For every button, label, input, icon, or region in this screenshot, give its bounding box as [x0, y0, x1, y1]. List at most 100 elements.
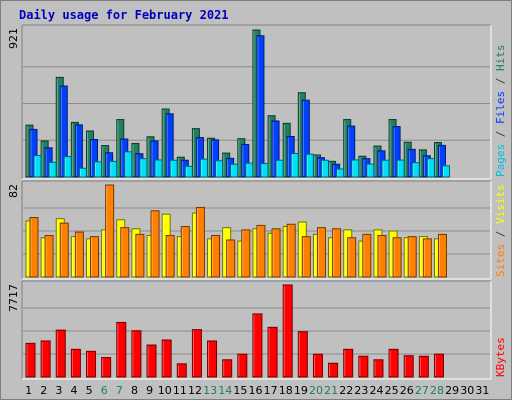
- bar-kbytes-day-6: [101, 357, 112, 378]
- legend-entry: KBytes: [494, 337, 507, 377]
- bar-sites-day-4: [74, 231, 84, 278]
- bar-sites-day-8: [135, 233, 145, 278]
- bar-kbytes-day-19: [297, 331, 308, 378]
- bar-pages-day-7: [124, 151, 133, 178]
- bar-sites-day-20: [316, 227, 326, 278]
- bar-pages-day-23: [366, 163, 375, 178]
- bar-pages-day-5: [94, 161, 103, 178]
- chart-title: Daily usage for February 2021: [19, 8, 229, 22]
- bar-kbytes-day-9: [146, 344, 157, 378]
- day-tick-8: 8: [131, 384, 138, 397]
- bar-sites-day-23: [362, 233, 372, 278]
- day-tick-15: 15: [233, 384, 247, 397]
- day-tick-6: 6: [101, 384, 108, 397]
- day-tick-23: 23: [354, 384, 368, 397]
- bar-sites-day-3: [59, 222, 69, 278]
- panel-kbytes-max-label: 7717: [7, 284, 20, 312]
- bar-kbytes-day-24: [373, 359, 384, 378]
- day-tick-14: 14: [218, 384, 232, 397]
- bar-sites-day-7: [120, 227, 130, 278]
- bar-sites-day-24: [377, 234, 387, 278]
- bar-sites-day-25: [392, 237, 402, 278]
- bar-kbytes-day-15: [237, 353, 248, 378]
- legend-entry: Files: [494, 91, 507, 124]
- panel-visits-sites-legend: Sites / Visits: [494, 184, 507, 277]
- bar-pages-day-6: [109, 160, 118, 178]
- bar-pages-day-8: [139, 158, 148, 178]
- bar-pages-day-9: [154, 159, 163, 178]
- day-tick-19: 19: [294, 384, 308, 397]
- legend-entry: /: [494, 124, 507, 144]
- day-tick-30: 30: [460, 384, 474, 397]
- legend-entry: /: [494, 224, 507, 244]
- day-tick-2: 2: [40, 384, 47, 397]
- bar-kbytes-day-18: [282, 284, 293, 378]
- day-tick-7: 7: [116, 384, 123, 397]
- bar-kbytes-day-14: [222, 359, 233, 378]
- day-tick-18: 18: [279, 384, 293, 397]
- bar-pages-day-1: [33, 154, 42, 178]
- bar-pages-day-22: [351, 159, 360, 178]
- bar-sites-day-16: [256, 224, 266, 278]
- bar-sites-day-26: [407, 236, 417, 278]
- bar-pages-day-20: [320, 159, 329, 178]
- bar-sites-day-9: [150, 210, 160, 278]
- bar-kbytes-day-10: [161, 339, 172, 378]
- day-tick-26: 26: [400, 384, 414, 397]
- day-tick-29: 29: [445, 384, 459, 397]
- panel-visits-sites-max-label: 82: [7, 184, 20, 198]
- day-tick-12: 12: [188, 384, 202, 397]
- day-tick-28: 28: [430, 384, 444, 397]
- day-tick-17: 17: [264, 384, 278, 397]
- bar-pages-day-27: [426, 158, 435, 178]
- bar-sites-day-12: [195, 206, 205, 278]
- bar-kbytes-day-25: [388, 348, 399, 378]
- bar-sites-day-19: [301, 236, 311, 278]
- day-tick-22: 22: [339, 384, 353, 397]
- panel-kbytes-legend: KBytes: [494, 337, 507, 377]
- bar-kbytes-day-12: [191, 329, 202, 378]
- bar-sites-day-28: [437, 233, 447, 278]
- bar-pages-day-17: [275, 159, 284, 178]
- bar-pages-day-19: [305, 153, 314, 178]
- bar-kbytes-day-2: [40, 340, 51, 378]
- bar-kbytes-day-22: [343, 348, 354, 378]
- bar-sites-day-2: [44, 234, 54, 278]
- bar-kbytes-day-27: [418, 355, 429, 378]
- bar-sites-day-22: [347, 237, 357, 278]
- bar-sites-day-1: [29, 217, 39, 278]
- bar-pages-day-16: [260, 163, 269, 178]
- bar-sites-day-13: [211, 234, 221, 278]
- bar-pages-day-14: [230, 163, 239, 178]
- day-tick-3: 3: [55, 384, 62, 397]
- bar-kbytes-day-17: [267, 326, 278, 378]
- bar-sites-day-11: [180, 226, 190, 278]
- bar-pages-day-2: [48, 161, 57, 178]
- day-tick-10: 10: [158, 384, 172, 397]
- day-tick-31: 31: [475, 384, 489, 397]
- bar-sites-day-14: [226, 239, 236, 278]
- bar-kbytes-day-20: [312, 353, 323, 378]
- bar-pages-day-11: [184, 165, 193, 178]
- day-tick-20: 20: [309, 384, 323, 397]
- bar-kbytes-day-26: [403, 355, 414, 378]
- day-tick-11: 11: [173, 384, 187, 397]
- day-tick-24: 24: [370, 384, 384, 397]
- day-tick-4: 4: [70, 384, 77, 397]
- bar-kbytes-day-28: [433, 353, 444, 378]
- legend-entry: Pages: [494, 144, 507, 177]
- bar-sites-day-27: [422, 238, 432, 278]
- bar-kbytes-day-7: [116, 321, 127, 378]
- day-tick-25: 25: [385, 384, 399, 397]
- bar-sites-day-21: [332, 228, 342, 278]
- bar-pages-day-13: [215, 160, 224, 178]
- bar-sites-day-10: [165, 234, 175, 278]
- bar-pages-day-15: [245, 162, 254, 178]
- day-tick-16: 16: [249, 384, 263, 397]
- panel-hits-files-pages-legend: Pages / Files / Hits: [494, 45, 507, 178]
- bar-pages-day-28: [441, 165, 450, 178]
- bar-pages-day-25: [396, 159, 405, 178]
- bar-sites-day-15: [241, 229, 251, 278]
